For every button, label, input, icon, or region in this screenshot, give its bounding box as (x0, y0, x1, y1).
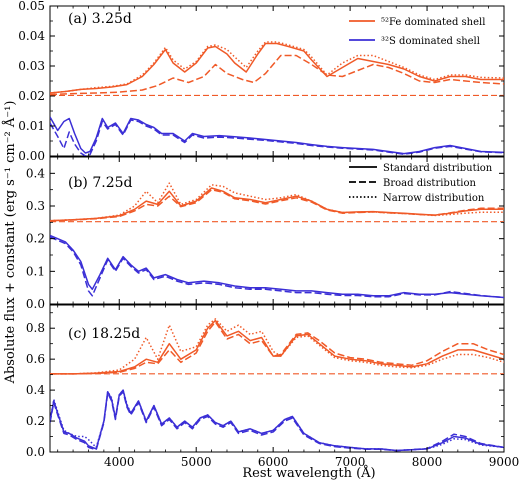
series-line-fe-solid (50, 42, 504, 94)
panel-1: 0.00 0.01 0.02 0.03 0.04 0.05 (a) 3.25d ⁵²Fe do… (18, 0, 505, 163)
x-tick-label: 4000 (104, 455, 135, 469)
panel-frame (49, 156, 505, 305)
series-line-fe-dotted (50, 318, 504, 375)
y-tick-label: 0.4 (26, 166, 45, 180)
series-line-fe-dashed (50, 321, 504, 375)
distribution-legend: Standard distribution Broad distribution N… (349, 163, 493, 204)
x-axis-label: Rest wavelength (Å) (242, 465, 375, 481)
panel-label: (c) 18.25d (68, 326, 140, 342)
y-tick-label: 0.0 (26, 445, 45, 459)
y-tick-label: 0.6 (26, 352, 45, 366)
y-axis-label: Absolute flux + constant (erg s⁻¹ cm⁻² Å… (2, 101, 18, 385)
y-tick-label: 0.4 (26, 383, 45, 397)
y-tick-label: 0.03 (18, 59, 45, 73)
legend-label: ⁵²Fe dominated shell (381, 17, 485, 28)
series-line-s-dashed (50, 119, 504, 156)
y-tick-label: 0.01 (18, 119, 45, 133)
series-line-fe-dashed (50, 188, 504, 222)
y-tick-label: 0.04 (18, 29, 45, 43)
y-tick-label: 0.2 (26, 232, 45, 246)
series-line-s-dashed (50, 236, 504, 299)
legend-label: Broad distribution (383, 178, 476, 189)
y-tick-label: 0.1 (26, 264, 45, 278)
series-line-s-solid (50, 116, 504, 155)
series-line-fe-dashed (50, 54, 504, 96)
y-tick-label: 0.00 (18, 149, 45, 163)
series-line-fe-dotted (50, 41, 504, 94)
series-line-fe-solid (50, 319, 504, 375)
x-tick-label: 6000 (258, 455, 289, 469)
x-tick-label: 7000 (335, 455, 366, 469)
series-line-fe-dotted (50, 182, 504, 222)
legend-label: Narrow distribution (383, 193, 485, 204)
y-tick-label: 0.02 (18, 89, 45, 103)
x-tick-label: 8000 (412, 455, 443, 469)
y-tick-label: 0.8 (26, 321, 45, 335)
y-tick-label: 0.3 (26, 199, 45, 213)
panel-label: (b) 7.25d (68, 175, 133, 191)
y-tick-label: 0.05 (18, 0, 45, 13)
x-tick-label: 9000 (489, 455, 520, 469)
shell-legend: ⁵²Fe dominated shell ³²S dominated shell (349, 17, 485, 47)
y-tick-label: 0.2 (26, 414, 45, 428)
panel-frame (49, 304, 505, 453)
series-line-s-solid (50, 234, 504, 299)
legend-label: ³²S dominated shell (381, 36, 480, 47)
panel-2: 0.0 0.1 0.2 0.3 0.4 (b) 7.25d Standard distrib… (26, 156, 505, 311)
panel-label: (a) 3.25d (68, 11, 132, 27)
x-tick-label: 5000 (181, 455, 212, 469)
series-line-s-dashed (50, 390, 504, 452)
panel-3: 0.0 0.2 0.4 0.6 0.8 (c) 18.25d (26, 304, 505, 459)
legend-label: Standard distribution (383, 163, 493, 174)
y-tick-label: 0.0 (26, 297, 45, 311)
